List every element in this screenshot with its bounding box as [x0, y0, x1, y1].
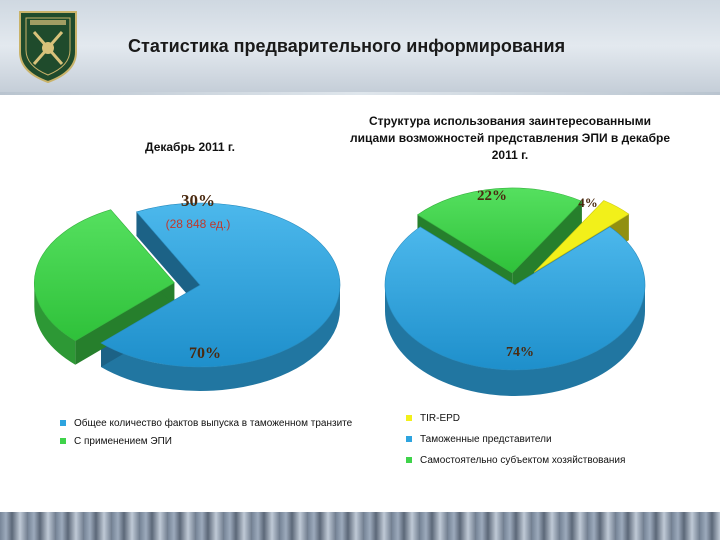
legend-label: Таможенные представители — [420, 434, 552, 445]
slice-label: 74% — [506, 345, 534, 360]
page-title: Статистика предварительного информирован… — [128, 36, 566, 56]
pie-slice-cut — [136, 211, 200, 309]
pie-slice-side — [101, 285, 340, 392]
slice-label: 70% — [189, 345, 221, 362]
header-divider — [0, 92, 720, 95]
pie-slice — [533, 200, 630, 273]
legend-swatch — [406, 457, 412, 463]
pie-slice-cut — [75, 282, 175, 365]
legend-swatch — [60, 438, 66, 444]
legend-item-customs-representatives: Таможенные представители — [406, 434, 706, 446]
footer-banner — [0, 512, 720, 540]
footer-fade — [0, 505, 720, 515]
legend-item-self-entity: Самостоятельно субъектом хозяйствования — [406, 455, 706, 467]
customs-emblem-icon — [19, 11, 77, 84]
legend-item-tir-epd: TIR-EPD — [406, 413, 706, 425]
pie-slice — [384, 226, 646, 371]
legend-swatch — [406, 436, 412, 442]
legend-label: С применением ЭПИ — [74, 436, 172, 447]
legend-item-transit-total: Общее количество фактов выпуска в таможе… — [60, 418, 360, 430]
pie-slice-cut — [512, 201, 582, 299]
slice-label: 22% — [477, 188, 507, 204]
slice-label: 4% — [578, 195, 598, 210]
right-chart-title: Структура использования заинтересованным… — [349, 114, 671, 162]
slice-sublabel: (28 848 ед.) — [166, 217, 231, 231]
pie-slice-side — [385, 285, 645, 396]
slide-header: Статистика предварительного информирован… — [0, 0, 720, 92]
legend-label: Общее количество фактов выпуска в таможе… — [74, 418, 353, 429]
pie-slice — [100, 202, 341, 368]
legend-item-with-epi: С применением ЭПИ — [60, 436, 360, 448]
legend-swatch — [406, 415, 412, 421]
left-chart-legend: Общее количество фактов выпуска в таможе… — [60, 418, 360, 454]
pie-slice — [34, 209, 175, 342]
right-chart-legend: TIR-EPD Таможенные представители Самосто… — [406, 413, 706, 476]
left-chart-title: Декабрь 2011 г. — [145, 140, 235, 154]
pie-slice-side — [34, 282, 76, 365]
slice-label: 30% — [181, 191, 215, 210]
legend-label: TIR-EPD — [420, 413, 460, 424]
legend-label: Самостоятельно субъектом хозяйствования — [420, 455, 626, 466]
legend-swatch — [60, 420, 66, 426]
pie-slice — [416, 187, 583, 274]
